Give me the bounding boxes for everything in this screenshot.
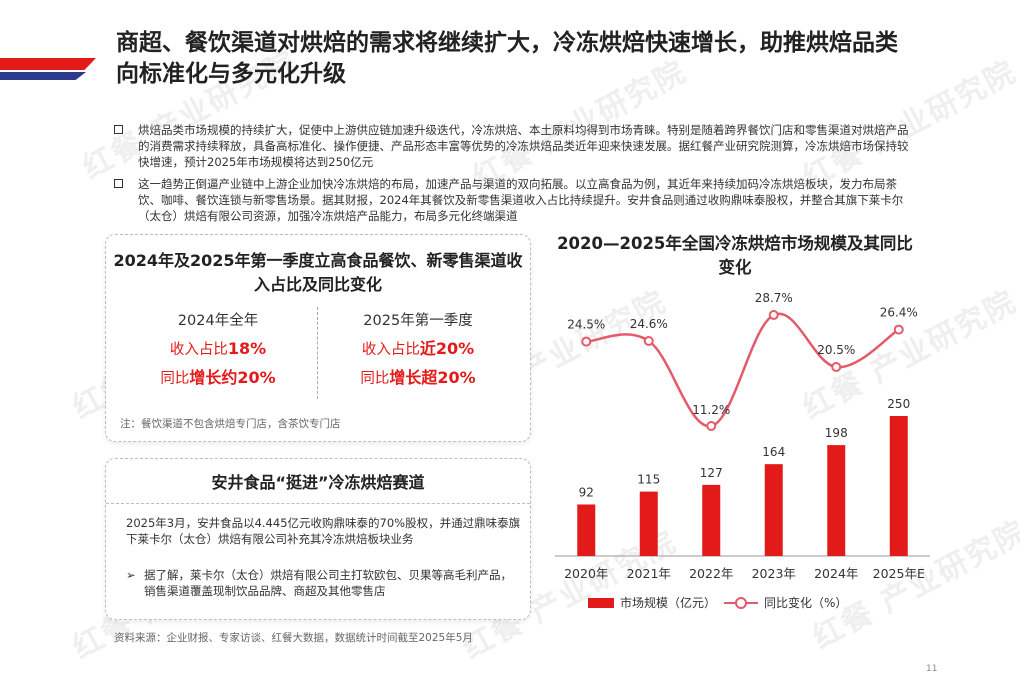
line-point — [768, 310, 779, 320]
x-tick-label: 2021年 — [627, 566, 671, 581]
combo-chart: 92 2020年 115 2021年 127 2022年 164 2023年 198 2024年 2… — [555, 291, 930, 581]
stat-column-2025q1: 2025年第一季度 收入占比近20% 同比增长超20% — [320, 307, 516, 393]
bar-data-label: 250 — [887, 397, 910, 411]
bullet-text: 烘焙品类市场规模的持续扩大，促使中上游供应链加速升级迭代，冷冻烘焙、本土原料均得… — [138, 123, 909, 169]
x-tick-label: 2023年 — [752, 566, 796, 581]
line-data-label: 20.5% — [817, 343, 855, 357]
card-title: 安井食品“挺进”冷冻烘焙赛道 — [211, 473, 425, 492]
bar-data-label: 127 — [700, 466, 723, 480]
line-point — [893, 324, 904, 335]
stat-growth: 同比增长约20% — [160, 368, 276, 387]
bar-data-label: 92 — [579, 485, 594, 499]
bar-market-size — [702, 484, 721, 556]
card-body: 2025年3月，安井食品以4.445亿元收购鼎味泰的70%股权，并通过鼎味泰旗下… — [126, 516, 521, 546]
x-tick-label: 2020年 — [564, 566, 608, 581]
bar-market-size — [577, 504, 596, 556]
bar-market-size — [889, 416, 908, 556]
ligao-revenue-card: 2024年及2025年第一季度立高食品餐饮、新零售渠道收入占比及同比变化 202… — [105, 234, 531, 442]
bullet-item: 烘焙品类市场规模的持续扩大，促使中上游供应链加速升级迭代，冷冻烘焙、本土原料均得… — [114, 122, 914, 170]
sub-point-text: 据了解，莱卡尔（太仓）烘焙有限公司主打软欧包、贝果等高毛利产品，销售渠道覆盖现制… — [144, 568, 512, 598]
stat-header: 2025年第一季度 — [363, 313, 473, 329]
bar-market-size — [764, 464, 783, 556]
stat-share: 收入占比18% — [169, 339, 267, 358]
bar-market-size — [639, 491, 658, 556]
stat-share: 收入占比近20% — [361, 339, 475, 358]
title-accent-blue — [0, 72, 86, 80]
title-accent-red — [0, 58, 96, 70]
column-divider — [317, 307, 318, 399]
bar-data-label: 198 — [825, 426, 848, 440]
bullet-text: 这一趋势正倒逼产业链中上游企业加快冷冻烘焙的布局，加速产品与渠道的双向拓展。以立… — [138, 177, 904, 223]
card-title: 2024年及2025年第一季度立高食品餐饮、新零售渠道收入占比及同比变化 — [113, 251, 523, 294]
legend-bar-swatch — [588, 598, 614, 608]
x-tick-label: 2024年 — [814, 566, 858, 581]
bar-market-size — [827, 445, 846, 556]
line-data-label: 26.4% — [880, 306, 918, 320]
line-data-label: 24.6% — [630, 317, 668, 331]
card-divider — [106, 503, 530, 504]
legend-bar-label: 市场规模（亿元） — [620, 596, 717, 610]
legend-line-marker — [735, 597, 747, 609]
card-note: 注：餐饮渠道不包含烘焙专门店，含茶饮专门店 — [120, 418, 341, 430]
bullet-item: 这一趋势正倒逼产业链中上游企业加快冷冻烘焙的布局，加速产品与渠道的双向拓展。以立… — [114, 176, 914, 224]
card-sub-point: ➢ 据了解，莱卡尔（太仓）烘焙有限公司主打软欧包、贝果等高毛利产品，销售渠道覆盖… — [126, 567, 522, 599]
arrow-bullet-icon: ➢ — [126, 568, 136, 582]
stat-header: 2024年全年 — [177, 313, 259, 329]
bar-data-label: 164 — [762, 445, 785, 459]
x-tick-label: 2025年E — [873, 566, 925, 581]
chart-title: 2020—2025年全国冷冻烘焙市场规模及其同比变化 — [557, 234, 913, 277]
line-data-label: 28.7% — [755, 291, 793, 305]
stat-column-2024: 2024年全年 收入占比18% 同比增长约20% — [120, 307, 316, 393]
page-title: 商超、餐饮渠道对烘焙的需求将继续扩大，冷冻烘焙快速增长，助推烘焙品类向标准化与多… — [116, 30, 898, 87]
page-number: 11 — [926, 664, 938, 674]
line-point — [831, 362, 842, 373]
line-data-label: 11.2% — [692, 403, 730, 417]
line-point — [706, 421, 717, 431]
source-note: 资料来源：企业财报、专家访谈、红餐大数据，数据统计时间截至2025年5月 — [114, 632, 473, 644]
anjoy-frozen-bakery-card: 安井食品“挺进”冷冻烘焙赛道 2025年3月，安井食品以4.445亿元收购鼎味泰… — [105, 458, 531, 620]
line-data-label: 24.5% — [567, 318, 605, 332]
line-point — [581, 336, 592, 347]
x-tick-label: 2022年 — [689, 566, 733, 581]
bar-data-label: 115 — [637, 473, 660, 487]
line-point — [643, 336, 654, 347]
legend-line-label: 同比变化（%） — [764, 596, 848, 610]
bullet-square-icon — [114, 125, 123, 134]
bullet-square-icon — [114, 179, 123, 188]
stat-growth: 同比增长超20% — [360, 368, 476, 387]
